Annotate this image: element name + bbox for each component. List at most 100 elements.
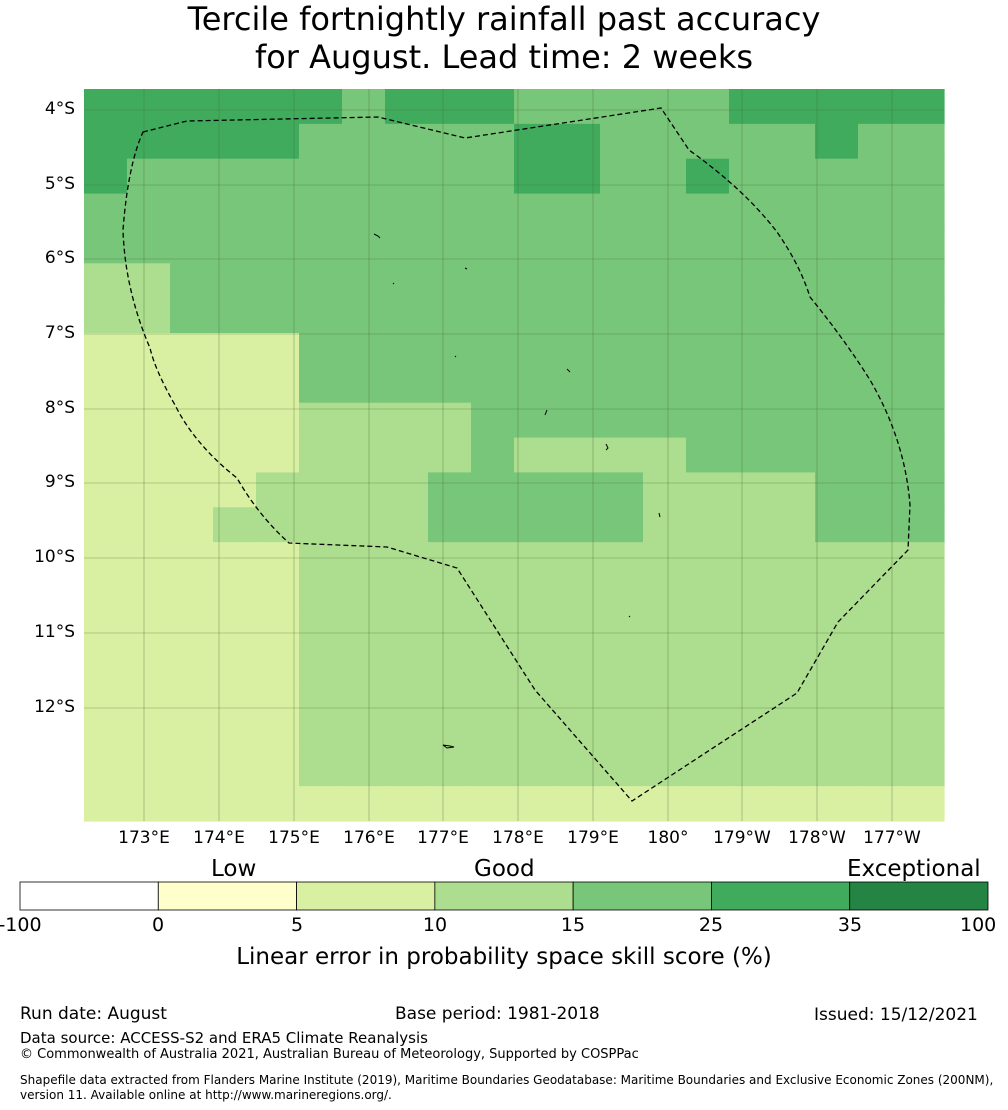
grid-cell (127, 123, 171, 160)
grid-cell (299, 507, 343, 543)
grid-cell (256, 507, 300, 543)
grid-cell (514, 542, 558, 578)
grid-cell (600, 367, 644, 404)
grid-cell (729, 577, 773, 613)
grid-cell (901, 611, 945, 648)
grid-cell (256, 263, 300, 299)
grid-cell (342, 751, 386, 787)
grid-cell (299, 333, 343, 369)
grid-cell (385, 577, 429, 613)
grid-cell (213, 611, 257, 648)
grid-cell (471, 263, 515, 299)
grid-cell (428, 681, 472, 718)
grid-cell (815, 786, 859, 822)
islands (373, 233, 661, 749)
grid-cell (127, 507, 171, 543)
grid-cell (127, 437, 171, 474)
grid-cell (729, 542, 773, 578)
grid-cell (557, 263, 601, 299)
grid-cell (170, 681, 214, 718)
grid-cell (643, 646, 687, 683)
lon-label: 177°E (417, 828, 469, 848)
lat-label: 12°S (34, 697, 75, 717)
grid-cell (213, 681, 257, 718)
grid-cell (729, 193, 773, 230)
grid-cell (772, 89, 816, 125)
grid-cell (772, 123, 816, 160)
grid-cell (643, 123, 687, 160)
grid-cell (342, 786, 386, 822)
grid-cell (815, 402, 859, 439)
grid-cell (342, 472, 386, 508)
grid-cell (428, 228, 472, 264)
grid-cell (342, 158, 386, 195)
grid-cell (858, 228, 902, 264)
grid-cell (471, 542, 515, 578)
grid-cell (299, 193, 343, 230)
grid-cell (557, 507, 601, 543)
grid-cell (84, 577, 128, 613)
grid-cell (901, 507, 945, 543)
eez-boundary (122, 107, 911, 802)
grid-cell (84, 786, 128, 822)
grid-cell (299, 402, 343, 439)
grid-cell (772, 716, 816, 752)
grid-cell (729, 89, 773, 125)
grid-cell (686, 751, 730, 787)
grid-cell (213, 437, 257, 474)
grid-cell (557, 472, 601, 508)
grid-cell (299, 123, 343, 160)
grid-cell (299, 437, 343, 474)
grid-cell (901, 333, 945, 369)
grid-cell (342, 681, 386, 718)
grid-cell (772, 298, 816, 334)
colorbar-bin (157, 881, 297, 911)
grid-cell (815, 193, 859, 230)
grid-cell (385, 716, 429, 752)
grid-cell (84, 542, 128, 578)
grid-cell (342, 437, 386, 474)
legend-category-low: Low (211, 856, 257, 882)
grid-cell (428, 158, 472, 195)
grid-cell (729, 681, 773, 718)
run-date: Run date: August (20, 1004, 167, 1024)
grid-cell (557, 123, 601, 160)
grid-cell (557, 158, 601, 195)
lon-label: 173°E (118, 828, 170, 848)
grid-cell (901, 123, 945, 160)
grid-cell (84, 158, 128, 195)
grid-cell (686, 263, 730, 299)
grid-cell (84, 263, 128, 299)
grid-cell (471, 89, 515, 125)
grid-cell (471, 123, 515, 160)
grid-cell (643, 89, 687, 125)
colorbar-bin (711, 881, 851, 911)
grid-cell (256, 716, 300, 752)
grid-cell (385, 158, 429, 195)
grid-cell (127, 263, 171, 299)
grid-cell (213, 542, 257, 578)
colorbar (19, 881, 989, 911)
grid-cell (600, 472, 644, 508)
grid-cell (600, 263, 644, 299)
skill-score-grid (84, 89, 945, 822)
grid-cell (385, 298, 429, 334)
grid-cell (170, 193, 214, 230)
grid-cell (858, 158, 902, 195)
grid-cell (514, 681, 558, 718)
grid-cell (428, 716, 472, 752)
grid-cell (256, 611, 300, 648)
grid-cell (901, 402, 945, 439)
grid-cell (858, 786, 902, 822)
grid-cell (815, 263, 859, 299)
grid-cell (471, 681, 515, 718)
grid-cell (772, 681, 816, 718)
graticule (84, 89, 944, 821)
colorbar-bin (19, 881, 159, 911)
grid-cell (643, 751, 687, 787)
grid-cell (385, 681, 429, 718)
grid-cell (170, 123, 214, 160)
grid-cell (84, 333, 128, 369)
grid-cell (170, 646, 214, 683)
grid-cell (600, 786, 644, 822)
